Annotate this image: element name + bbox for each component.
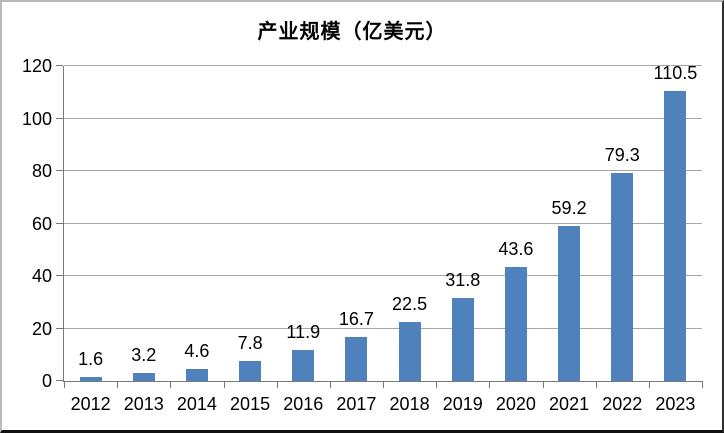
bar-value-label: 31.8	[445, 269, 481, 290]
y-axis-tick-label: 120	[21, 56, 52, 76]
y-axis-tick	[56, 327, 63, 329]
y-axis-tick-label: 60	[31, 213, 52, 234]
bar-2012	[79, 376, 102, 381]
y-axis-tick-label: 0	[41, 371, 52, 391]
bar-value-label: 59.2	[551, 197, 587, 218]
x-axis-tick	[436, 382, 438, 388]
bar-2020	[504, 266, 527, 381]
x-axis-tick	[64, 382, 65, 388]
x-axis-tick	[117, 382, 119, 388]
bar-value-label: 3.2	[131, 344, 157, 365]
x-axis-tick	[648, 382, 650, 388]
bar-value-label: 7.8	[237, 332, 263, 353]
y-axis-tick	[56, 275, 63, 276]
bar-value-label: 110.5	[653, 62, 698, 83]
y-axis-tick-label: 100	[21, 108, 52, 129]
gridline	[64, 170, 702, 171]
y-axis-line	[63, 66, 64, 382]
x-axis-tick	[170, 382, 172, 388]
bar-2021	[558, 225, 581, 381]
x-axis-category-label: 2021	[549, 394, 590, 414]
bar-2013	[132, 372, 155, 381]
bar-2015	[239, 360, 262, 381]
y-axis-tick	[56, 222, 63, 224]
bar-2023	[664, 90, 687, 381]
x-axis-category-label: 2023	[655, 394, 696, 414]
y-axis-tick	[56, 117, 63, 119]
y-axis-tick-label: 20	[31, 318, 52, 339]
y-axis-tick	[56, 170, 63, 171]
y-axis-tick-label: 80	[31, 161, 52, 181]
bar-2014	[185, 368, 208, 381]
x-axis-category-label: 2013	[123, 394, 164, 414]
bar-2016	[292, 349, 315, 381]
bar-2019	[451, 297, 474, 381]
x-axis-tick	[223, 382, 225, 388]
chart-title: 产业规模（亿美元）	[257, 21, 447, 43]
x-axis-category-label: 2016	[283, 394, 324, 414]
bar-value-label: 79.3	[604, 144, 640, 165]
gridline	[64, 65, 702, 66]
x-axis-category-label: 2019	[442, 394, 483, 414]
bar-value-label: 16.7	[338, 309, 374, 330]
x-axis-tick	[329, 382, 331, 388]
x-axis-tick	[489, 382, 491, 388]
x-axis-category-label: 2022	[602, 394, 643, 414]
gridline	[64, 117, 702, 119]
x-axis-tick	[383, 382, 384, 388]
bar-2022	[611, 172, 634, 381]
bar-value-label: 11.9	[286, 321, 321, 342]
x-axis-category-label: 2015	[230, 394, 271, 414]
y-axis-tick-label: 40	[31, 266, 52, 286]
y-axis-tick	[56, 380, 63, 381]
bar-value-label: 4.6	[184, 340, 210, 361]
x-axis-line	[63, 381, 703, 382]
y-axis-tick	[56, 65, 63, 66]
x-axis-category-label: 2012	[70, 394, 111, 414]
bar-value-label: 22.5	[392, 293, 428, 314]
plot-area: 1.6 2012 3.2 2013 4.6 2014 7.8 2015 11.9 2016 16.7…	[56, 63, 703, 414]
x-axis-category-label: 2014	[176, 394, 217, 414]
x-axis-category-label: 2018	[389, 394, 430, 414]
x-axis-tick	[542, 382, 544, 388]
bar-value-label: 43.6	[498, 238, 534, 259]
gridline	[64, 275, 702, 276]
x-axis-category-label: 2017	[336, 394, 377, 414]
x-axis-category-label: 2020	[495, 394, 536, 414]
gridline	[64, 327, 702, 329]
bar-2018	[398, 321, 421, 381]
x-axis-tick	[276, 382, 278, 388]
bar-value-label: 1.6	[78, 348, 104, 369]
bar-2017	[345, 337, 368, 381]
x-axis-tick	[595, 382, 597, 388]
x-axis-tick	[702, 382, 703, 388]
gridline	[64, 222, 702, 224]
